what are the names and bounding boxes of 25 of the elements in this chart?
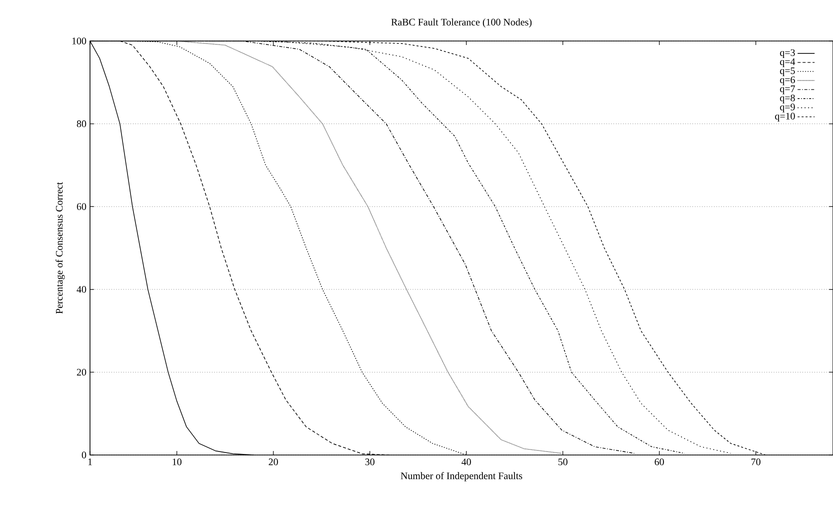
y-tick-label: 20 — [76, 368, 86, 376]
y-tick-label: 40 — [76, 286, 86, 293]
x-axis-title: Number of Independent Faults — [400, 472, 522, 482]
x-tick-label: 60 — [654, 458, 664, 466]
x-tick-label: 40 — [462, 458, 471, 466]
y-tick-label: 100 — [72, 38, 86, 44]
legend-label: q=4 — [780, 58, 796, 68]
legend-label: q=10 — [775, 112, 795, 122]
legend-label: q=9 — [780, 104, 795, 112]
y-tick-label: 80 — [76, 120, 86, 128]
x-tick-label: 70 — [751, 458, 760, 466]
legend-label: q=3 — [780, 49, 795, 58]
x-tick-label: 20 — [268, 458, 278, 466]
y-tick-label: 0 — [82, 452, 86, 458]
y-tick-label: 60 — [76, 203, 86, 210]
legend-label: q=8 — [780, 94, 795, 104]
legend-label: q=7 — [780, 86, 795, 94]
x-tick-label: 30 — [365, 458, 374, 466]
legend-label: q=6 — [780, 76, 795, 86]
x-tick-label: 1 — [88, 458, 92, 466]
legend-label: q=5 — [780, 67, 795, 76]
chart-title: RaBC Fault Tolerance (100 Nodes) — [391, 18, 532, 28]
x-tick-label: 10 — [172, 458, 182, 466]
x-tick-label: 50 — [558, 458, 568, 466]
y-axis-title: Percentage of Consensus Correct — [56, 182, 65, 314]
